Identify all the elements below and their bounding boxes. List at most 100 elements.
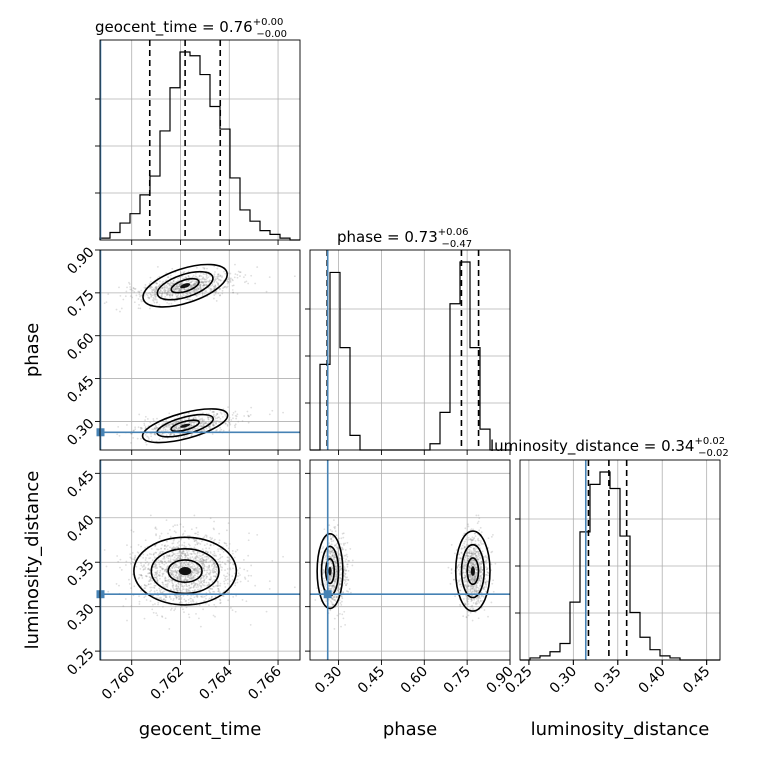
sample-point: [180, 575, 183, 578]
sample-point: [190, 424, 193, 427]
sample-point: [149, 293, 152, 296]
sample-point: [202, 428, 205, 431]
sample-point: [198, 567, 200, 570]
sample-point: [475, 591, 478, 594]
sample-point: [160, 567, 163, 570]
sample-point: [179, 594, 182, 597]
sample-point: [186, 298, 189, 300]
sample-point: [203, 284, 205, 287]
sample-point: [155, 286, 158, 289]
sample-point: [328, 584, 331, 587]
sample-point: [470, 560, 473, 563]
sample-point: [119, 294, 122, 297]
sample-point: [154, 288, 157, 291]
sample-point: [169, 281, 172, 283]
sample-point: [213, 276, 216, 279]
sample-point: [196, 555, 199, 558]
sample-point: [155, 563, 158, 566]
sample-point: [477, 580, 480, 583]
sample-point: [181, 544, 184, 547]
sample-point: [144, 587, 147, 590]
sample-point: [200, 595, 203, 598]
sample-point: [153, 428, 156, 430]
sample-point: [340, 537, 343, 540]
sample-point: [159, 566, 162, 568]
sample-point: [140, 299, 142, 301]
sample-point: [227, 547, 230, 550]
sample-point: [322, 546, 325, 548]
sample-point: [219, 426, 222, 429]
sample-point: [208, 589, 210, 592]
sample-point: [339, 612, 341, 615]
sample-point: [472, 563, 475, 566]
sample-point: [147, 292, 150, 295]
sample-point: [169, 433, 172, 436]
sample-point: [192, 289, 195, 292]
sample-point: [335, 578, 338, 581]
sample-point: [120, 307, 123, 310]
sample-point: [210, 587, 213, 590]
sample-point: [201, 419, 204, 422]
sample-point: [217, 584, 220, 587]
sample-point: [164, 568, 166, 571]
sample-point: [188, 276, 190, 279]
sample-point: [156, 577, 158, 580]
sample-point: [211, 424, 214, 426]
sample-point: [143, 564, 145, 566]
sample-point: [147, 580, 150, 583]
sample-point: [215, 555, 217, 558]
sample-point: [209, 288, 212, 291]
sample-point: [165, 568, 168, 571]
sample-point: [330, 601, 333, 604]
sample-point: [219, 602, 222, 605]
sample-point: [212, 571, 215, 574]
sample-point: [175, 421, 178, 424]
sample-point: [200, 585, 203, 587]
sample-point: [200, 560, 203, 562]
sample-point: [481, 572, 484, 575]
sample-point: [209, 578, 212, 581]
sample-point: [343, 572, 346, 574]
sample-point: [167, 293, 169, 296]
sample-point: [133, 429, 135, 432]
sample-point: [472, 554, 475, 557]
sample-point: [209, 550, 212, 553]
sample-point: [188, 298, 191, 301]
sample-point: [469, 555, 472, 558]
sample-point: [473, 578, 476, 581]
sample-point: [479, 599, 482, 602]
sample-point: [226, 572, 229, 575]
sample-point: [153, 556, 156, 559]
sample-point: [217, 275, 219, 278]
sample-point: [224, 563, 227, 566]
sample-point: [172, 428, 175, 431]
sample-point: [467, 585, 470, 588]
sample-point: [333, 617, 336, 620]
sample-point: [206, 555, 208, 558]
sample-point: [195, 559, 198, 562]
sample-point: [196, 533, 199, 536]
sample-point: [193, 284, 196, 287]
sample-point: [178, 289, 181, 292]
sample-point: [491, 550, 494, 553]
sample-point: [173, 563, 176, 566]
sample-point: [232, 567, 234, 570]
sample-point: [335, 544, 337, 547]
sample-point: [153, 590, 156, 593]
sample-point: [237, 270, 240, 273]
sample-point: [208, 280, 210, 283]
sample-point: [462, 547, 464, 550]
sample-point: [329, 559, 332, 562]
sample-point: [235, 594, 238, 597]
sample-point: [142, 553, 145, 556]
sample-point: [228, 422, 231, 424]
sample-point: [177, 428, 180, 430]
contour-level-1: [454, 530, 491, 612]
sample-point: [229, 272, 232, 275]
sample-point: [331, 590, 334, 593]
sample-point: [474, 574, 477, 577]
sample-point: [183, 579, 186, 582]
sample-point: [202, 560, 205, 563]
sample-point: [215, 565, 218, 568]
sample-point: [329, 556, 332, 558]
